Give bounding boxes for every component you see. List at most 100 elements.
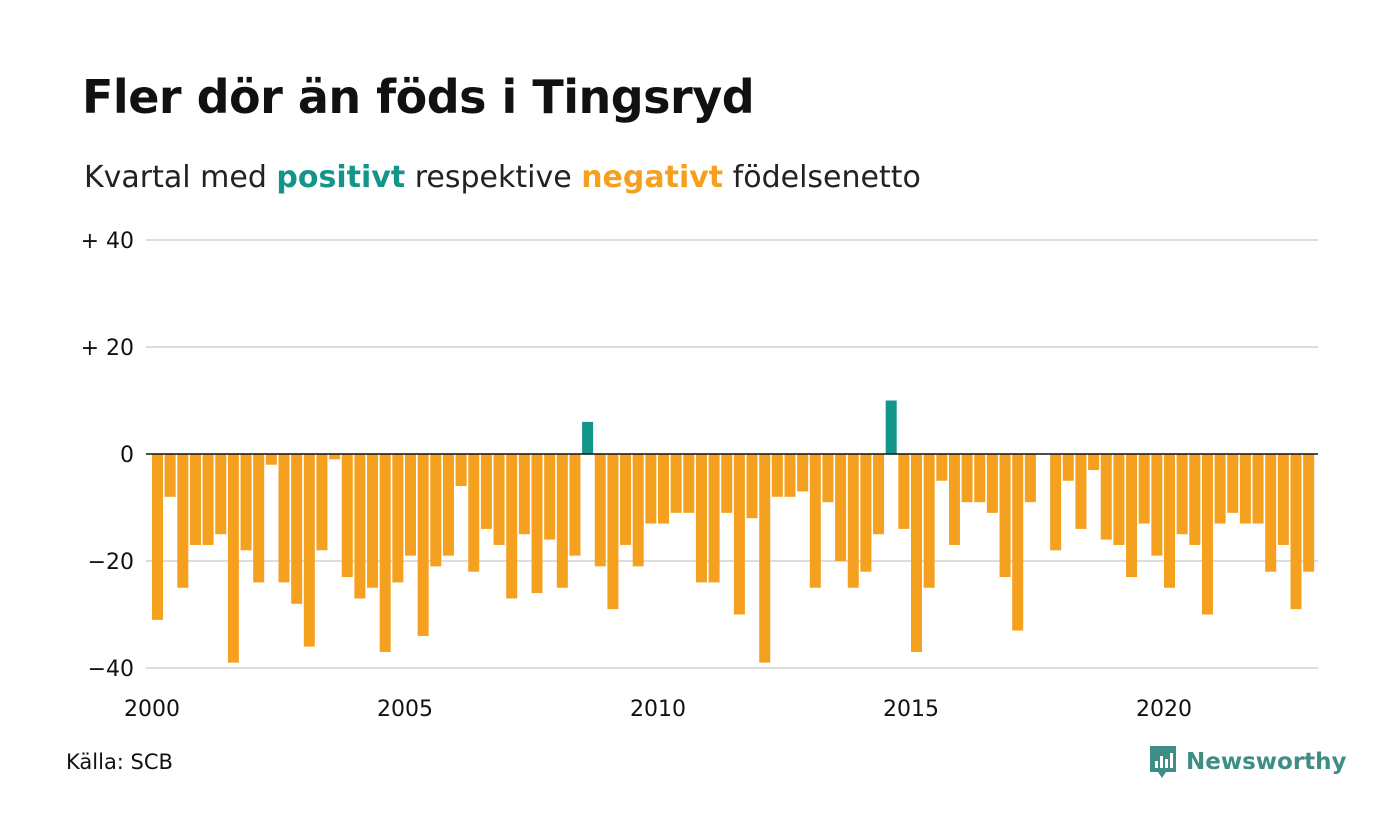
bar-negative [569,454,581,556]
bar-negative [1201,454,1213,615]
bar-negative [797,454,809,492]
bar-negative [1290,454,1302,610]
bar-negative [1138,454,1150,524]
bar-negative [1062,454,1074,481]
source-note: Källa: SCB [66,750,173,774]
bar-negative [177,454,189,588]
bar-negative [1265,454,1277,572]
bar-negative [442,454,454,556]
bar-negative [759,454,771,663]
bar-negative [1075,454,1087,529]
bar-negative [822,454,834,503]
bar-negative [1050,454,1062,551]
bar-negative [455,454,467,487]
bar-negative [695,454,707,583]
bar-negative [835,454,847,561]
bar-negative [152,454,163,620]
bar-negative [771,454,783,497]
bar-negative [948,454,960,545]
bar-negative [746,454,758,519]
y-tick-label: 0 [120,443,134,468]
grid-lines [146,239,1318,669]
x-tick-label: 2015 [883,697,939,722]
bar-negative [1303,454,1315,572]
bar-negative [1189,454,1201,545]
subtitle-middle: respektive [405,160,582,195]
subtitle-prefix: Kvartal med [84,160,277,195]
bar-negative [518,454,530,535]
bar-negative [594,454,606,567]
bar-negative [974,454,986,503]
x-tick-label: 2020 [1136,697,1192,722]
bar-negative [1100,454,1112,540]
bar-negative [367,454,379,588]
bar-negative [240,454,252,551]
bar-negative [1126,454,1138,578]
bar-negative [405,454,416,556]
bar-negative [1214,454,1226,524]
x-tick-label: 2010 [630,697,686,722]
bar-negative [999,454,1011,578]
brand-logo: Newsworthy [1148,742,1347,782]
bar-negative [202,454,214,545]
bar-negative [1239,454,1251,524]
y-tick-label: −40 [88,657,134,682]
bar-negative [809,454,821,588]
bar-negative [215,454,227,535]
y-axis-labels: + 40 + 20 0 −20 −40 [81,229,134,682]
bar-negative [189,454,201,545]
bar-negative [265,454,277,465]
bar-negative [417,454,429,636]
bar-negative [1012,454,1024,631]
bar-negative [873,454,885,535]
x-axis-labels: 2000 2005 2010 2015 2020 [124,697,1192,722]
x-tick-label: 2000 [124,697,180,722]
y-tick-label: −20 [88,550,134,575]
subtitle-positive-highlight: positivt [276,160,406,195]
bar-negative [1227,454,1239,513]
bar-negative [847,454,859,588]
newsworthy-logo-icon [1150,746,1176,778]
bar-negative [253,454,265,583]
bar-negative [468,454,480,572]
bar-negative [544,454,556,540]
bar-negative [721,454,733,513]
bar-negative [1088,454,1100,471]
x-tick-label: 2005 [377,697,433,722]
subtitle-suffix: födelsenetto [723,160,921,195]
bar-negative [1164,454,1175,588]
y-tick-label: + 40 [81,229,134,254]
bar-negative [658,454,669,524]
bar-negative [1151,454,1163,556]
bar-negative [708,454,720,583]
bar-negative [379,454,391,652]
bar-negative [341,454,353,578]
bar-negative [303,454,315,647]
bar-negative [493,454,505,545]
bar-negative [291,454,303,604]
bar-negative [556,454,568,588]
bar-negative [620,454,632,545]
bars [152,400,1315,663]
bar-negative [506,454,518,599]
bar-negative [645,454,657,524]
bar-negative [936,454,948,481]
bar-negative [316,454,328,551]
brand-name: Newsworthy [1186,749,1347,775]
bar-negative [1024,454,1036,503]
bar-negative [1113,454,1125,545]
subtitle-negative-highlight: negativt [581,160,724,195]
bar-negative [898,454,910,529]
bar-negative [329,454,341,460]
bar-negative [227,454,239,663]
bar-negative [784,454,796,497]
bar-negative [1176,454,1188,535]
bar-negative [354,454,366,599]
bar-negative [683,454,695,513]
bar-negative [480,454,492,529]
bar-negative [670,454,682,513]
bar-negative [961,454,973,503]
bar-negative [860,454,872,572]
bar-positive [885,400,897,454]
